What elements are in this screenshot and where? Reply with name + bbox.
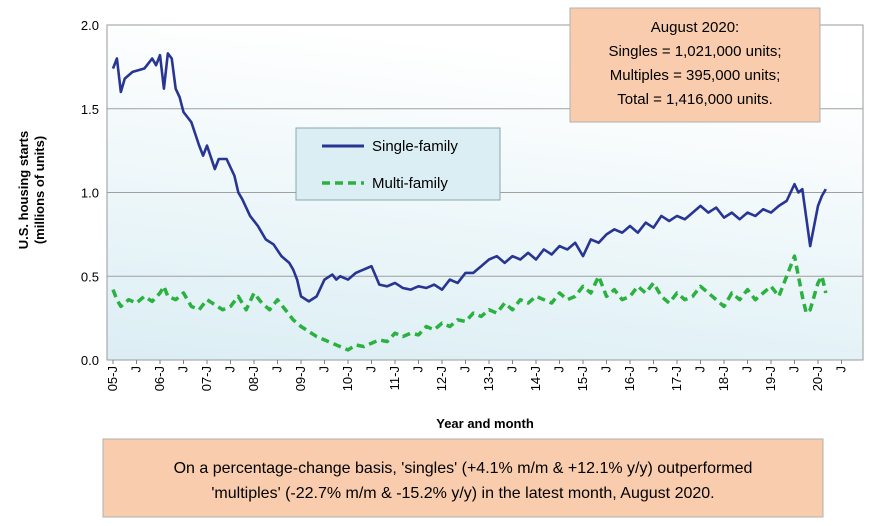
x-tick-label: J: [317, 366, 332, 373]
x-tick-label: J: [740, 366, 755, 373]
y-axis-title-line-1: U.S. housing starts: [16, 131, 31, 249]
legend: Single-family Multi-family: [295, 127, 501, 201]
x-tick-label: 14-J: [528, 366, 543, 391]
x-tick-label: 10-J: [340, 366, 355, 391]
note-line-2: 'multiples' (-22.7% m/m & -15.2% y/y) in…: [211, 485, 714, 502]
y-tick-label: 1.0: [81, 186, 99, 201]
x-tick-label: 05-J: [105, 366, 120, 391]
x-tick-label: J: [411, 366, 426, 373]
x-tick-label: 17-J: [669, 366, 684, 391]
x-tick-label: 06-J: [152, 366, 167, 391]
x-axis-title: Year and month: [436, 416, 534, 431]
x-tick-label: 15-J: [575, 366, 590, 391]
x-tick-label: 09-J: [293, 366, 308, 391]
note-background: [102, 438, 824, 518]
x-tick-label: 16-J: [622, 366, 637, 391]
callout-background: [569, 7, 821, 123]
x-tick-label: J: [505, 366, 520, 373]
x-tick-label: 13-J: [481, 366, 496, 391]
x-tick-label: 19-J: [763, 366, 778, 391]
x-tick-label: J: [223, 366, 238, 373]
series-line-single-family: [111, 52, 827, 303]
callout-line-2: Singles = 1,021,000 units;: [608, 43, 781, 60]
x-tick-label: J: [599, 366, 614, 373]
x-tick-label: 12-J: [434, 366, 449, 391]
note-line-1: On a percentage-change basis, 'singles' …: [174, 460, 753, 477]
callout-line-3: Multiples = 395,000 units;: [610, 67, 781, 84]
series-lines: [111, 52, 828, 352]
callout-line-4: Total = 1,416,000 units.: [617, 91, 773, 108]
y-axis-title: U.S. housing starts (millions of units): [16, 131, 47, 249]
x-tick-label: J: [364, 366, 379, 373]
x-tick-label: 11-J: [387, 366, 402, 390]
y-tick-labels: 0.0 0.5 1.0 1.5 2.0: [81, 18, 99, 368]
x-tick-label: J: [552, 366, 567, 373]
x-tick-label: J: [176, 366, 191, 373]
x-tick-labels: 05-J J 06-J J 07-J J 08-J J 09-J J 10-J J 11-J J 12-J J…: [105, 360, 849, 391]
x-tick-label: J: [787, 366, 802, 373]
y-axis-title-line-2: (millions of units): [32, 136, 47, 244]
x-tick-label: J: [693, 366, 708, 373]
x-tick-label: J: [129, 366, 144, 373]
y-tick-label: 0.5: [81, 269, 99, 284]
x-tick-label: 08-J: [246, 366, 261, 391]
legend-label-single-family: Single-family: [372, 138, 458, 155]
y-tick-label: 0.0: [81, 353, 99, 368]
series-line-multi-family: [111, 254, 828, 352]
x-tick-label: 18-J: [716, 366, 731, 391]
x-tick-label: J: [458, 366, 473, 373]
y-tick-label: 2.0: [81, 18, 99, 33]
x-tick-label: J: [834, 366, 849, 373]
callout-box: August 2020: Singles = 1,021,000 units; …: [569, 7, 821, 123]
callout-line-1: August 2020:: [651, 19, 739, 36]
x-tick-label: J: [646, 366, 661, 373]
x-tick-label: J: [270, 366, 285, 373]
legend-box: [295, 127, 501, 201]
legend-label-multi-family: Multi-family: [372, 175, 448, 192]
y-tick-label: 1.5: [81, 102, 99, 117]
x-tick-label: 20-J: [810, 366, 825, 391]
x-tick-label: 07-J: [199, 366, 214, 391]
note-box: On a percentage-change basis, 'singles' …: [102, 438, 824, 518]
